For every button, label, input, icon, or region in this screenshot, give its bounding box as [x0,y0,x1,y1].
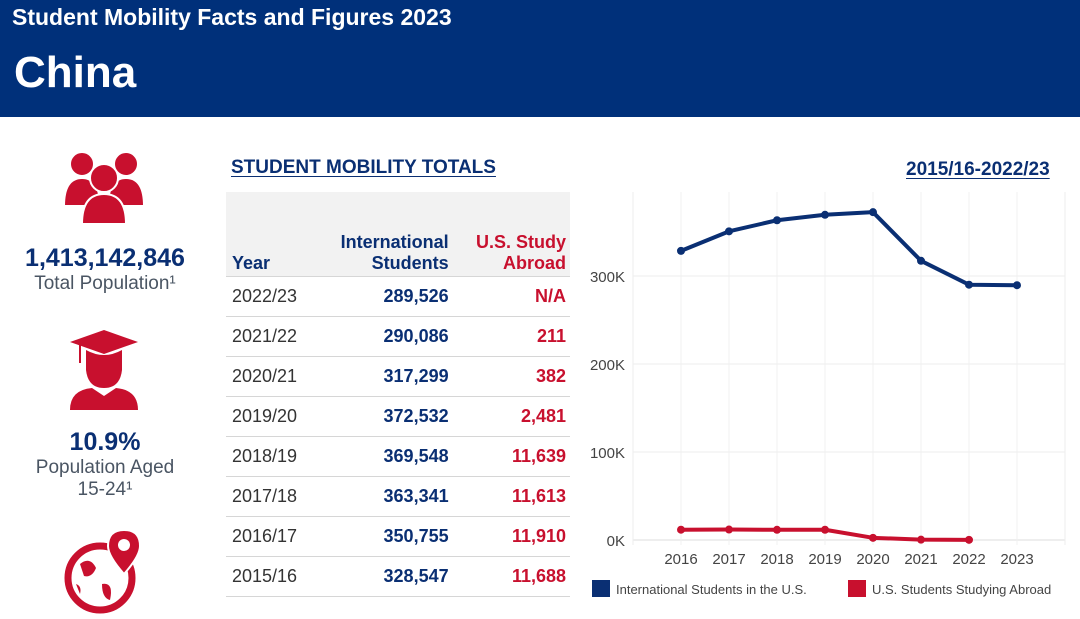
cell-year: 2018/19 [226,435,315,476]
cell-us-abroad: N/A [452,275,570,316]
table-row: 2015/16 328,547 11,688 [226,555,570,597]
cell-year: 2016/17 [226,515,315,556]
data-point [821,525,829,534]
population-stat: 1,413,142,846 Total Population¹ [0,244,210,295]
data-point [773,216,781,225]
data-point [677,246,685,255]
y-tick-label: 200K [590,357,625,374]
x-tick-label: 2017 [712,551,745,568]
cell-us-abroad: 11,688 [452,555,570,597]
legend-swatch [592,580,610,597]
table-row: 2022/23 289,526 N/A [226,275,570,316]
legend-label: U.S. Students Studying Abroad [872,582,1051,597]
cell-international: 317,299 [314,355,453,396]
y-tick-label: 100K [590,445,625,462]
country-title: China [14,48,137,97]
data-point [677,525,685,534]
data-point [917,535,925,544]
data-point [869,208,877,217]
cell-year: 2022/23 [226,275,315,316]
data-point [725,525,733,534]
cell-year: 2021/22 [226,315,315,356]
data-point [773,525,781,534]
table-row: 2016/17 350,755 11,910 [226,515,570,556]
cell-international: 289,526 [314,275,453,316]
table-row: 2021/22 290,086 211 [226,315,570,356]
cell-us-abroad: 2,481 [452,395,570,436]
population-value: 1,413,142,846 [25,244,185,272]
series-line [680,210,1018,288]
col-international: International Students [314,192,453,276]
cell-year: 2017/18 [226,475,315,516]
table-row: 2018/19 369,548 11,639 [226,435,570,476]
population-label: Total Population¹ [34,273,176,294]
x-tick-label: 2019 [808,551,841,568]
cell-international: 363,341 [314,475,453,516]
x-tick-label: 2021 [904,551,937,568]
y-tick-label: 0K [607,533,625,550]
cell-year: 2019/20 [226,395,315,436]
cell-year: 2015/16 [226,555,315,597]
table-row: 2017/18 363,341 11,613 [226,475,570,516]
cell-international: 290,086 [314,315,453,356]
table-header-row: Year International Students U.S. Study Abr… [226,192,570,276]
data-point [917,256,925,265]
header: Student Mobility Facts and Figures 2023 … [0,0,1080,117]
report-title: Student Mobility Facts and Figures 2023 [12,4,452,30]
line-chart: 0K 100K 200K 300K 2016 2017 2018 2019 2020 2021 20… [590,192,1066,597]
x-tick-label: 2020 [856,551,889,568]
cell-us-abroad: 11,639 [452,435,570,476]
x-tick-label: 2018 [760,551,793,568]
age-stat: 10.9% Population Aged 15-24¹ [0,428,210,501]
data-point [1013,281,1021,290]
table-row: 2020/21 317,299 382 [226,355,570,396]
legend-label: International Students in the U.S. [616,582,807,597]
cell-international: 350,755 [314,515,453,556]
data-point [725,227,733,236]
x-tick-label: 2023 [1000,551,1033,568]
cell-international: 372,532 [314,395,453,436]
cell-international: 328,547 [314,555,453,597]
col-year: Year [226,192,315,276]
age-value: 10.9% [69,428,141,456]
people-group-icon [62,151,146,224]
globe-location-icon [64,528,142,614]
chart-title: 2015/16-2022/23 [906,159,1050,180]
age-label: Population Aged [35,457,175,478]
mobility-table: Year International Students U.S. Study Abr… [226,192,570,597]
cell-us-abroad: 211 [452,315,570,356]
cell-international: 369,548 [314,435,453,476]
cell-us-abroad: 11,613 [452,475,570,516]
x-tick-label: 2016 [664,551,697,568]
x-tick-label: 2022 [952,551,985,568]
age-label-range: 15-24¹ [77,479,133,500]
data-point [965,535,973,544]
col-us-abroad: U.S. Study Abroad [452,192,570,276]
graduate-icon [70,330,138,410]
cell-year: 2020/21 [226,355,315,396]
data-point [869,533,877,542]
y-tick-label: 300K [590,269,625,286]
legend-swatch [848,580,866,597]
data-point [821,210,829,219]
cell-us-abroad: 382 [452,355,570,396]
table-row: 2019/20 372,532 2,481 [226,395,570,436]
table-title: STUDENT MOBILITY TOTALS [231,157,496,178]
cell-us-abroad: 11,910 [452,515,570,556]
data-point [965,280,973,289]
